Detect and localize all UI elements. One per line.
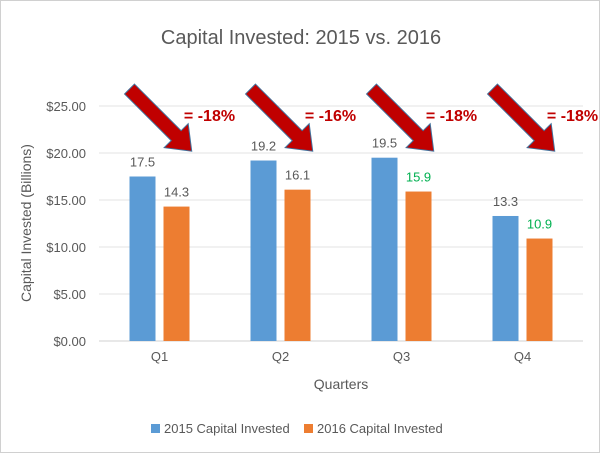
y-axis-title: Capital Invested (Billions) [18,144,34,302]
data-label: 19.5 [372,136,397,151]
down-arrow-icon [123,83,193,152]
legend-swatch [151,424,160,433]
bar-2016-Q1 [163,206,190,341]
bar-2016-Q3 [405,191,432,341]
bar-2016-Q4 [526,238,553,341]
legend-swatch [304,424,313,433]
data-label: 19.2 [251,139,276,154]
change-annotation: = -18% [547,108,598,125]
y-tick-label: $25.00 [46,99,86,114]
change-annotation: = -16% [305,108,356,125]
legend-label: 2015 Capital Invested [164,421,290,436]
legend-label: 2016 Capital Invested [317,421,443,436]
y-tick-label: $20.00 [46,146,86,161]
change-annotation: = -18% [184,108,235,125]
bar-2015-Q4 [492,215,519,341]
bar-2015-Q3 [371,157,398,341]
y-tick-label: $5.00 [53,287,86,302]
y-tick-label: $0.00 [53,334,86,349]
y-tick-label: $15.00 [46,193,86,208]
x-tick-label: Q4 [514,349,531,364]
down-arrow-icon [244,83,314,152]
x-tick-label: Q1 [151,349,168,364]
data-label: 15.9 [406,170,431,185]
x-tick-label: Q3 [393,349,410,364]
data-label: 17.5 [130,155,155,170]
data-label: 14.3 [164,185,189,200]
bar-2015-Q1 [129,176,156,341]
change-annotation: = -18% [426,108,477,125]
bar-2016-Q2 [284,189,311,341]
x-axis-title: Quarters [314,376,368,392]
data-label: 16.1 [285,168,310,183]
down-arrow-icon [486,83,556,152]
data-label: 13.3 [493,194,518,209]
chart-title: Capital Invested: 2015 vs. 2016 [161,27,441,49]
data-label: 10.9 [527,217,552,232]
bar-2015-Q2 [250,160,277,341]
down-arrow-icon [365,83,435,152]
y-tick-label: $10.00 [46,240,86,255]
legend: 2015 Capital Invested 2016 Capital Invest… [151,421,443,436]
x-tick-label: Q2 [272,349,289,364]
